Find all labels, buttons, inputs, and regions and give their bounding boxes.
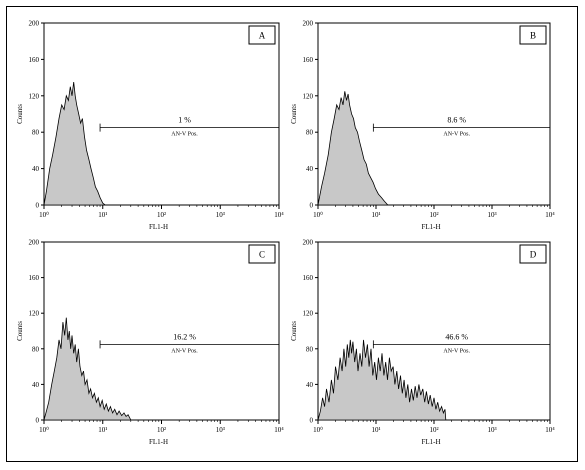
histogram-panel-a: 0 40 80 120 160 200 10⁰ 10¹ 10² 10³ 10⁴ FL1-H Counts… bbox=[16, 20, 284, 232]
histogram-panel-b: 0 40 80 120 160 200 10⁰ 10¹ 10² 10³ 10⁴ FL1-H Counts… bbox=[290, 20, 555, 232]
y-tick-label: 40 bbox=[32, 165, 40, 173]
y-tick-label: 120 bbox=[303, 92, 314, 100]
y-tick-label: 120 bbox=[29, 92, 40, 100]
y-axis-label: Counts bbox=[16, 104, 24, 124]
x-tick-label: 10⁰ bbox=[39, 211, 49, 219]
histogram-area bbox=[317, 91, 389, 206]
x-tick-label: 10⁴ bbox=[274, 211, 284, 219]
gate-name-label: AN-V Pos. bbox=[171, 348, 198, 354]
y-tick-label: 200 bbox=[29, 20, 40, 28]
panel-letter-box bbox=[248, 25, 276, 45]
y-axis-label: Counts bbox=[290, 104, 298, 124]
panel-letter: D bbox=[530, 250, 537, 260]
x-tick-label: 10¹ bbox=[98, 211, 107, 219]
x-tick-label: 10² bbox=[157, 211, 166, 219]
x-tick-label: 10⁴ bbox=[274, 426, 284, 434]
y-tick-label: 200 bbox=[303, 239, 314, 247]
panel-letter: A bbox=[259, 31, 266, 41]
x-tick-label: 10⁴ bbox=[545, 426, 555, 434]
y-tick-label: 0 bbox=[310, 202, 314, 210]
gate-name-label: AN-V Pos. bbox=[443, 348, 470, 354]
x-tick-label: 10³ bbox=[216, 426, 225, 434]
x-tick-label: 10⁰ bbox=[313, 211, 323, 219]
y-tick-label: 160 bbox=[29, 274, 40, 282]
y-tick-label: 80 bbox=[306, 345, 314, 353]
y-tick-label: 80 bbox=[32, 129, 40, 137]
x-axis-label: FL1-H bbox=[421, 438, 440, 446]
x-tick-label: 10⁰ bbox=[39, 426, 49, 434]
histogram-area bbox=[317, 339, 447, 421]
panel-letter: B bbox=[530, 31, 536, 41]
x-tick-label: 10² bbox=[429, 211, 438, 219]
panel-letter: C bbox=[259, 250, 265, 260]
y-tick-label: 40 bbox=[32, 381, 40, 389]
x-tick-label: 10⁰ bbox=[313, 426, 323, 434]
y-tick-label: 160 bbox=[29, 56, 40, 64]
panel-letter-box bbox=[519, 244, 547, 264]
y-tick-label: 0 bbox=[36, 202, 40, 210]
histogram-area bbox=[43, 82, 107, 206]
y-tick-label: 200 bbox=[29, 239, 40, 247]
y-tick-label: 160 bbox=[303, 274, 314, 282]
y-axis-label: Counts bbox=[290, 321, 298, 341]
gate-name-label: AN-V Pos. bbox=[171, 132, 198, 138]
histogram-panel-c: 0 40 80 120 160 200 10⁰ 10¹ 10² 10³ 10⁴ FL1-H Counts… bbox=[16, 239, 284, 447]
histogram-area bbox=[43, 317, 132, 421]
y-tick-label: 160 bbox=[303, 56, 314, 64]
y-tick-label: 120 bbox=[29, 310, 40, 318]
x-tick-label: 10² bbox=[157, 426, 166, 434]
y-tick-label: 0 bbox=[36, 417, 40, 425]
y-tick-label: 40 bbox=[306, 381, 314, 389]
x-tick-label: 10² bbox=[429, 426, 438, 434]
gate-percent-label: 46.6 % bbox=[445, 332, 468, 341]
gate-percent-label: 1 % bbox=[178, 116, 191, 125]
x-tick-label: 10¹ bbox=[371, 211, 380, 219]
y-tick-label: 80 bbox=[306, 129, 314, 137]
x-tick-label: 10³ bbox=[487, 211, 496, 219]
gate-percent-label: 8.6 % bbox=[447, 116, 466, 125]
x-axis-label: FL1-H bbox=[149, 438, 168, 446]
y-axis-label: Counts bbox=[16, 321, 24, 341]
y-tick-label: 120 bbox=[303, 310, 314, 318]
y-tick-label: 80 bbox=[32, 345, 40, 353]
figure-frame bbox=[6, 6, 578, 462]
x-axis-label: FL1-H bbox=[149, 223, 168, 231]
histogram-panel-d: 0 40 80 120 160 200 10⁰ 10¹ 10² 10³ 10⁴ FL1-H Counts… bbox=[290, 239, 555, 447]
gate-name-label: AN-V Pos. bbox=[443, 132, 470, 138]
gate-percent-label: 16.2 % bbox=[173, 332, 196, 341]
x-axis-label: FL1-H bbox=[421, 223, 440, 231]
y-tick-label: 40 bbox=[306, 165, 314, 173]
x-tick-label: 10⁴ bbox=[545, 211, 555, 219]
panel-letter-box bbox=[248, 244, 276, 264]
x-tick-label: 10³ bbox=[487, 426, 496, 434]
y-tick-label: 0 bbox=[310, 417, 314, 425]
x-tick-label: 10¹ bbox=[371, 426, 380, 434]
x-tick-label: 10³ bbox=[216, 211, 225, 219]
panel-letter-box bbox=[519, 25, 547, 45]
x-tick-label: 10¹ bbox=[98, 426, 107, 434]
y-tick-label: 200 bbox=[303, 20, 314, 28]
